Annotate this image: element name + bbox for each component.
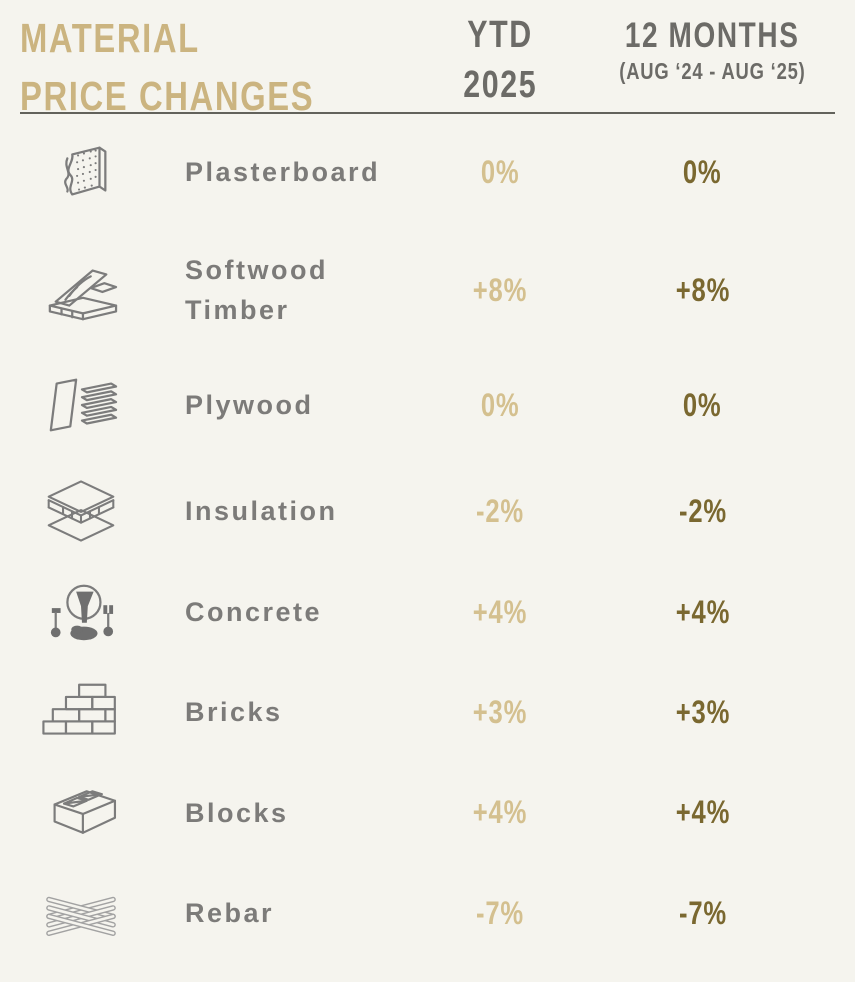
row-softwood-timber: Softwood Timber +8% +8%	[0, 230, 855, 350]
row-plasterboard: Plasterboard 0% 0%	[0, 114, 855, 230]
ytd-value: +8%	[472, 271, 528, 308]
twelve-month-value: -7%	[678, 894, 727, 931]
twelve-month-value: +3%	[675, 693, 730, 730]
ytd-value: 0%	[480, 153, 520, 190]
title-line-2: PRICE CHANGES	[20, 73, 315, 119]
row-insulation: Insulation -2% -2%	[0, 460, 855, 562]
ytd-value: -2%	[476, 492, 524, 529]
material-label: Bricks	[185, 697, 283, 727]
twelve-month-value: 0%	[683, 153, 722, 190]
page-title: MATERIAL PRICE CHANGES	[20, 0, 410, 130]
rebar-icon	[46, 896, 116, 936]
table-header: MATERIAL PRICE CHANGES YTD 2025 12 MONTH…	[0, 0, 855, 119]
twelve-month-value: +4%	[675, 794, 730, 830]
material-rows: Plasterboard 0% 0% Softwood Timber	[0, 114, 855, 963]
twelve-months-subheader: (AUG ‘24 - AUG ‘25)	[619, 58, 806, 84]
twelve-month-value: +4%	[675, 593, 730, 630]
row-blocks: Blocks +4% +4%	[0, 762, 855, 863]
timber-icon	[48, 269, 118, 321]
material-label: Concrete	[185, 597, 323, 627]
material-label: Rebar	[185, 898, 275, 928]
row-rebar: Rebar -7% -7%	[0, 863, 855, 963]
plasterboard-icon	[64, 146, 107, 196]
ytd-header-line-2: 2025	[462, 64, 538, 106]
material-label: Softwood Timber	[185, 255, 328, 325]
twelve-month-value: 0%	[683, 386, 722, 423]
material-label: Plywood	[185, 390, 314, 420]
title-line-1: MATERIAL	[20, 15, 200, 61]
row-plywood: Plywood 0% 0%	[0, 350, 855, 460]
ytd-value: 0%	[480, 386, 520, 423]
ytd-value: +4%	[472, 794, 528, 830]
insulation-icon	[47, 480, 115, 542]
ytd-value: +3%	[472, 693, 528, 730]
bricks-icon	[42, 683, 116, 735]
twelve-month-value: +8%	[675, 271, 730, 308]
column-header-12-months: 12 MONTHS (AUG ‘24 - AUG ‘25)	[590, 0, 835, 86]
material-label: Blocks	[185, 797, 289, 828]
row-bricks: Bricks +3% +3%	[0, 662, 855, 762]
blocks-icon	[53, 789, 117, 834]
plywood-icon	[49, 378, 118, 432]
twelve-month-value: -2%	[678, 492, 727, 529]
column-header-ytd: YTD 2025	[410, 0, 590, 110]
ytd-value: -7%	[476, 894, 524, 931]
material-label: Plasterboard	[185, 157, 381, 187]
twelve-months-header: 12 MONTHS	[625, 16, 800, 55]
material-label: Insulation	[185, 496, 338, 526]
row-concrete: Concrete +4% +4%	[0, 562, 855, 662]
concrete-icon	[50, 584, 114, 641]
header-divider	[20, 112, 835, 114]
ytd-header-line-1: YTD	[467, 14, 533, 56]
ytd-value: +4%	[472, 593, 528, 630]
